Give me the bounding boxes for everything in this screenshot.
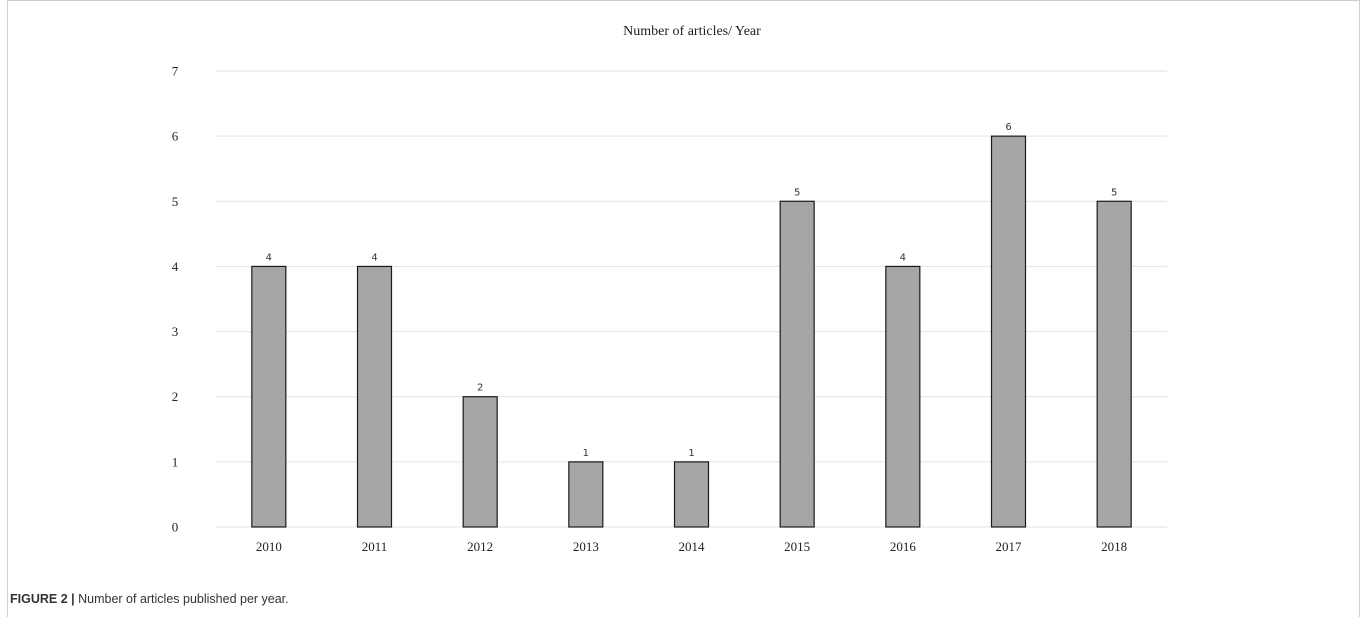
y-tick-label: 6 [172, 129, 179, 144]
bar-2017 [990, 135, 1027, 528]
x-tick-label: 2010 [256, 539, 282, 554]
chart-title: Number of articles/ Year [623, 24, 761, 39]
x-tick-label: 2012 [467, 539, 493, 554]
x-tick-label: 2013 [573, 539, 599, 554]
bar-2011 [356, 265, 393, 528]
data-label: 2 [477, 383, 483, 394]
y-tick-label: 1 [172, 454, 179, 469]
y-tick-label: 0 [172, 520, 179, 535]
figure-label: FIGURE 2 | [10, 592, 75, 606]
bar-2012 [462, 396, 498, 528]
y-axis-ticks: 0 1 2 3 4 5 6 7 [172, 64, 179, 535]
y-tick-label: 4 [172, 259, 179, 274]
x-tick-label: 2014 [679, 539, 706, 554]
data-label: 4 [266, 252, 272, 263]
bar-2010 [251, 265, 287, 528]
bar-2014 [673, 461, 710, 528]
data-label: 5 [794, 187, 800, 198]
bar-2013 [568, 461, 604, 528]
y-tick-label: 5 [172, 194, 179, 209]
bar-2016 [885, 265, 921, 528]
x-tick-label: 2015 [784, 539, 810, 554]
bar-chart: Number of articles/ Year 0 1 2 3 4 5 6 7 4 4 2 1 1 5… [172, 24, 1167, 554]
y-tick-label: 3 [172, 324, 179, 339]
bar-2018 [1096, 200, 1132, 528]
x-tick-label: 2017 [996, 539, 1023, 554]
bar-2015 [779, 200, 815, 528]
data-label: 1 [583, 448, 589, 459]
x-tick-label: 2018 [1101, 539, 1127, 554]
data-label: 4 [900, 252, 906, 263]
y-tick-label: 2 [172, 389, 179, 404]
data-label: 4 [371, 252, 377, 263]
bars: 4 4 2 1 1 5 4 6 5 [251, 122, 1132, 528]
x-tick-label: 2016 [890, 539, 917, 554]
y-tick-label: 7 [172, 64, 179, 79]
data-label: 1 [688, 448, 694, 459]
data-label: 5 [1111, 187, 1117, 198]
figure-caption-text: Number of articles published per year. [78, 592, 289, 606]
x-tick-label: 2011 [362, 539, 388, 554]
figure-caption: FIGURE 2 | Number of articles published … [10, 592, 289, 606]
data-label: 6 [1005, 122, 1011, 133]
x-axis-ticks: 2010 2011 2012 2013 2014 2015 2016 2017 2018 [256, 539, 1127, 554]
